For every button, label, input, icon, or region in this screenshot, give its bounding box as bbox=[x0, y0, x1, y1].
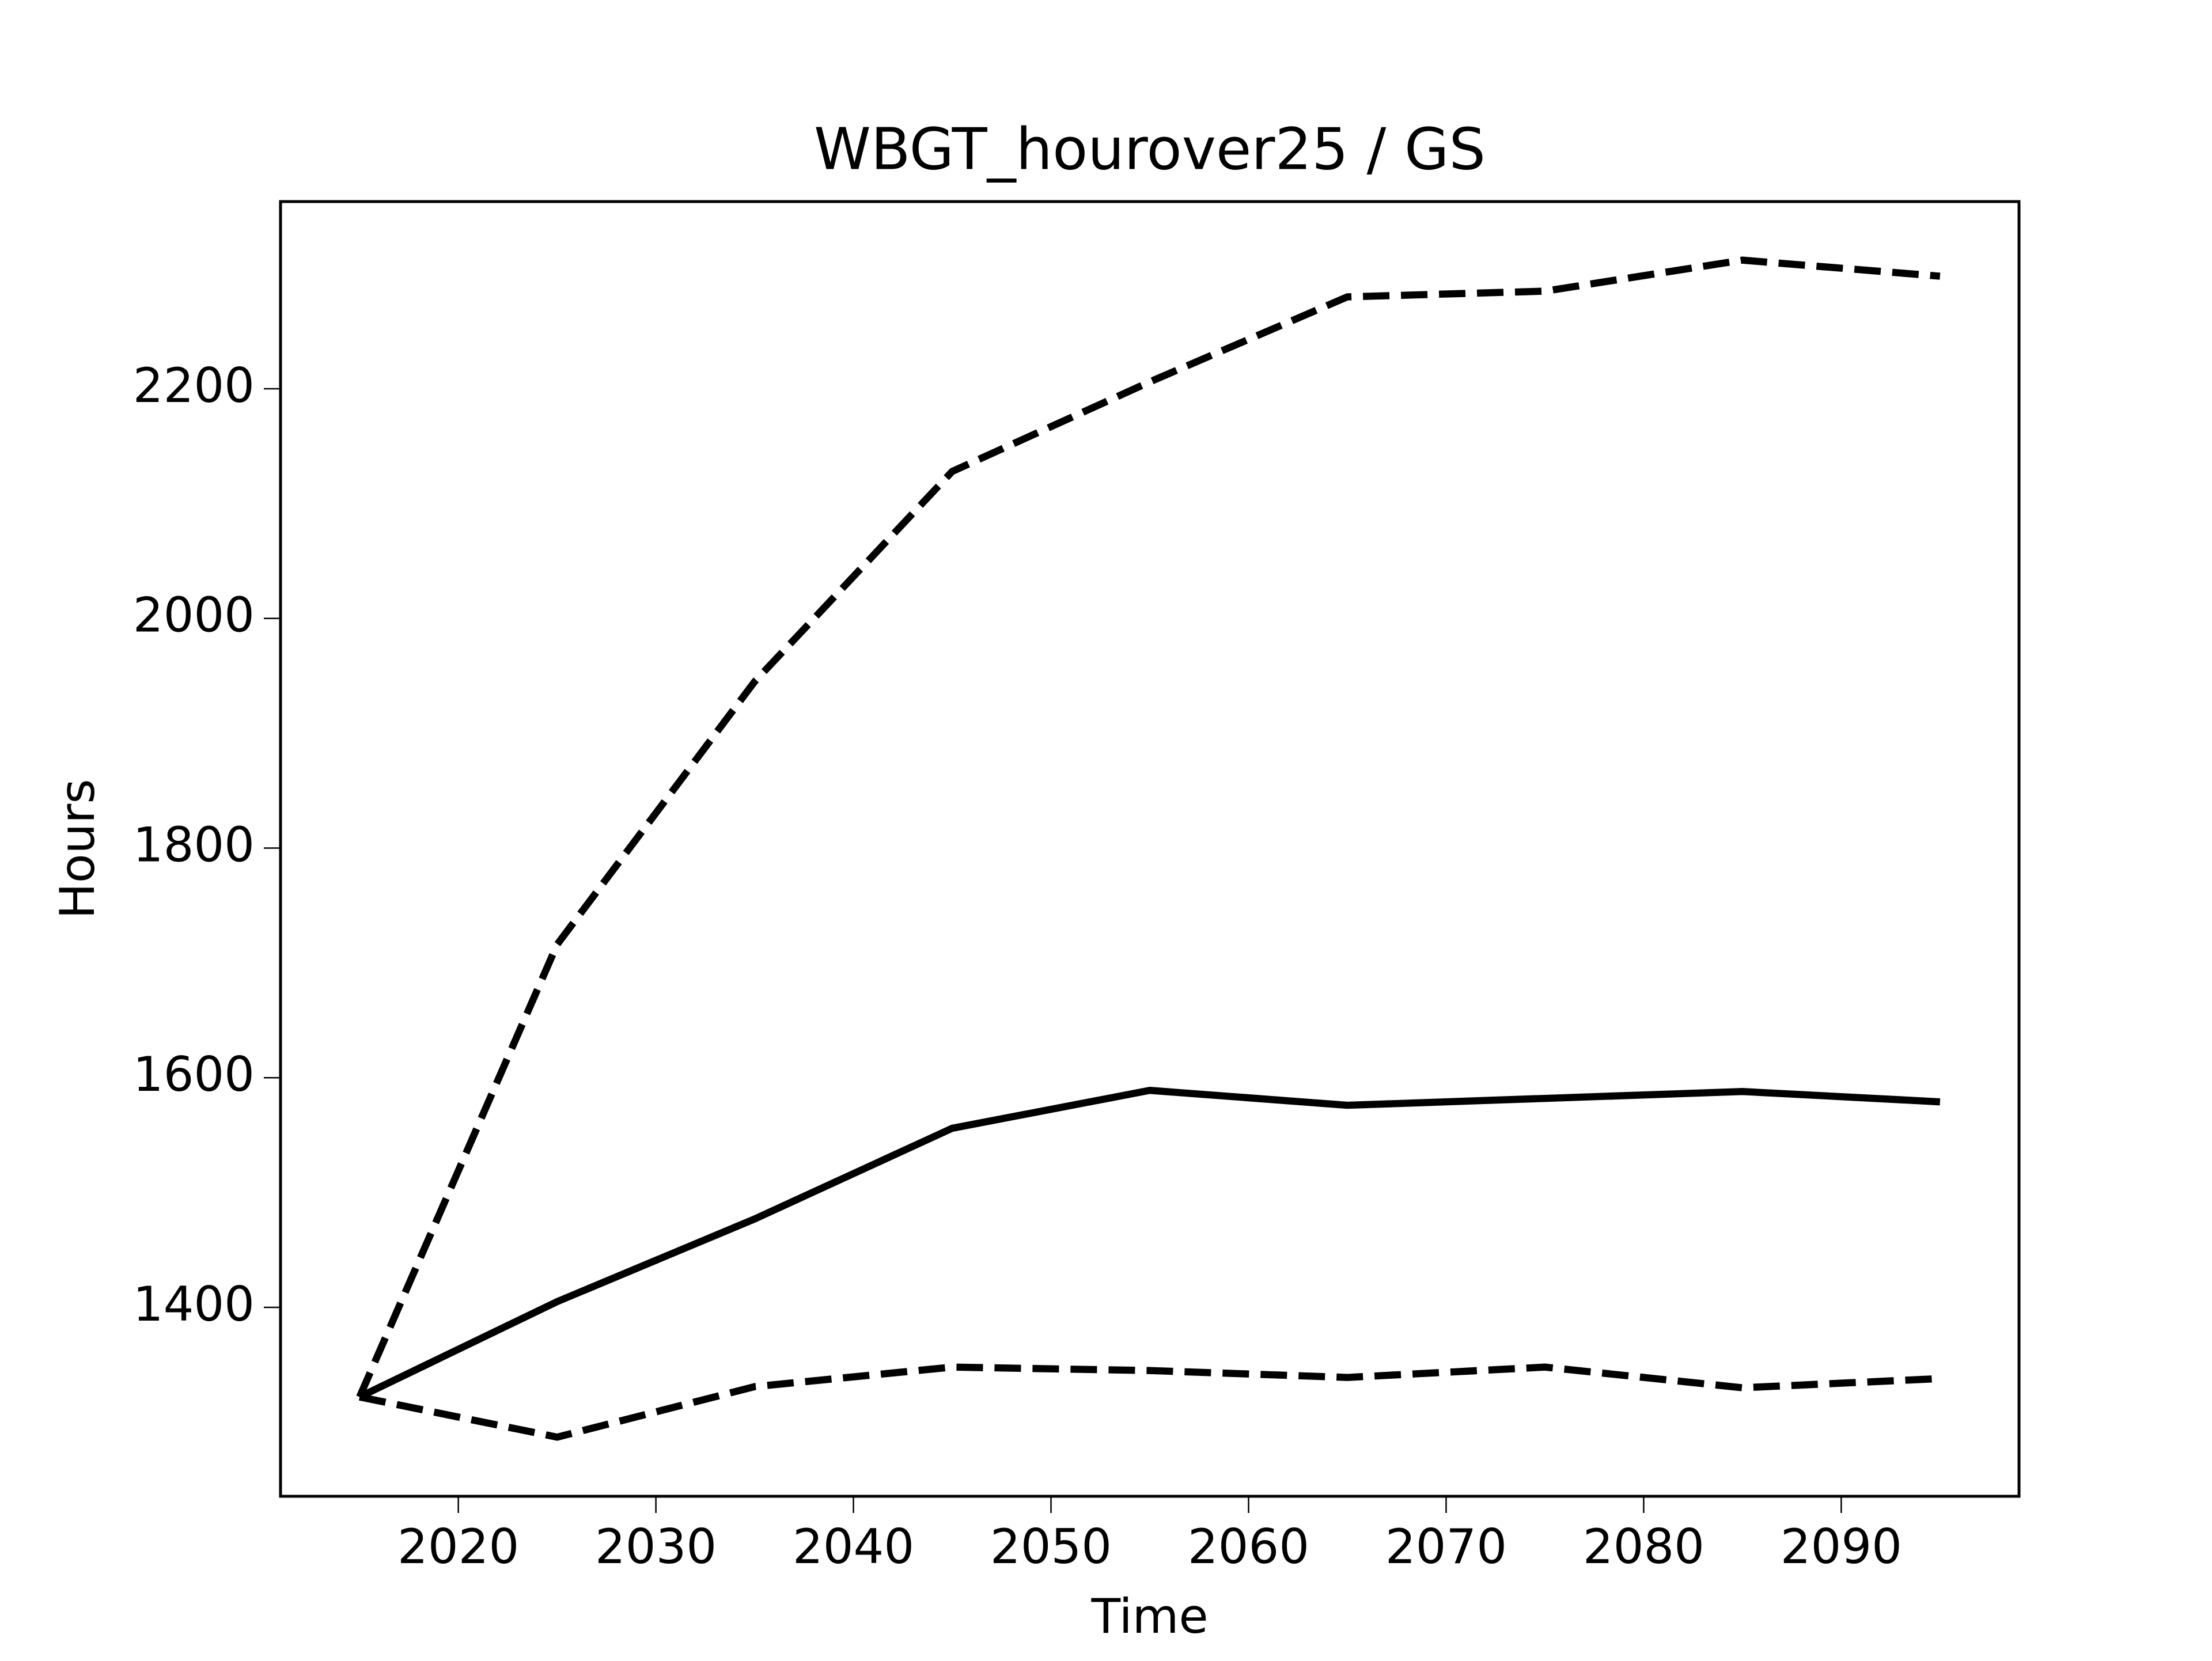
chart-title: WBGT_hourover25 / GS bbox=[814, 115, 1486, 183]
y-tick-label: 1800 bbox=[133, 817, 255, 873]
x-tick-label: 2070 bbox=[1385, 1519, 1507, 1575]
y-tick-label: 2200 bbox=[133, 358, 255, 414]
x-tick-label: 2040 bbox=[793, 1519, 914, 1575]
x-axis-label: Time bbox=[1090, 1588, 1208, 1644]
x-tick-label: 2050 bbox=[990, 1519, 1112, 1575]
x-tick-label: 2060 bbox=[1188, 1519, 1309, 1575]
series-line bbox=[358, 1363, 1941, 1441]
series-line bbox=[356, 256, 1941, 1399]
x-tick-label: 2090 bbox=[1781, 1519, 1902, 1575]
series-line bbox=[358, 1086, 1941, 1401]
y-tick-label: 2000 bbox=[133, 587, 255, 643]
y-axis-label: Hours bbox=[50, 779, 105, 919]
axes-frame bbox=[279, 200, 2021, 1498]
x-tick-label: 2080 bbox=[1583, 1519, 1705, 1575]
y-tick-label: 1600 bbox=[133, 1046, 255, 1102]
y-tick-label: 1400 bbox=[133, 1276, 255, 1332]
x-tick-label: 2020 bbox=[397, 1519, 519, 1575]
x-tick-label: 2030 bbox=[595, 1519, 717, 1575]
